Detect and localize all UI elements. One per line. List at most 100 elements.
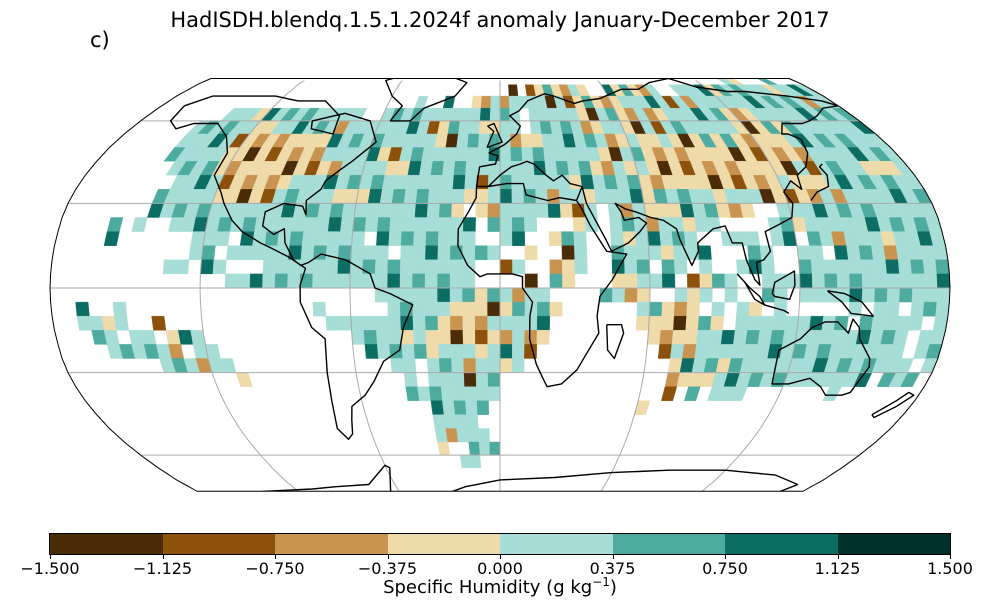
- colorbar-tick-mark: [837, 554, 839, 559]
- graticule-meridian: [695, 80, 801, 492]
- grid-cell: [112, 301, 127, 317]
- grid-cell: [871, 245, 886, 260]
- grid-cell: [796, 316, 812, 331]
- grid-cell: [324, 273, 338, 289]
- grid-cell: [910, 259, 925, 275]
- grid-cell: [547, 203, 562, 218]
- coastline: [486, 122, 503, 149]
- grid-cell: [200, 259, 215, 275]
- grid-cell: [535, 189, 549, 204]
- grid-cell: [443, 147, 457, 162]
- grid-cell: [89, 316, 105, 331]
- grid-cell: [324, 259, 339, 275]
- grid-cell: [874, 287, 888, 303]
- grid-cell: [351, 330, 366, 345]
- grid-cell: [367, 189, 383, 204]
- grid-cell: [759, 245, 774, 260]
- grid-cell: [399, 273, 413, 289]
- grid-cell: [487, 217, 501, 232]
- grid-cell: [462, 245, 476, 260]
- colorbar-segment: [612, 534, 725, 554]
- grid-cell: [636, 259, 651, 275]
- grid-cell: [532, 147, 546, 162]
- grid-cell: [362, 259, 376, 275]
- grid-cell: [426, 217, 440, 232]
- grid-cell: [899, 273, 913, 289]
- grid-cell: [824, 273, 838, 289]
- grid-cell: [350, 316, 365, 331]
- grid-cell: [224, 273, 239, 289]
- graticule: [50, 80, 950, 492]
- anomaly-grid-cells: [75, 78, 950, 468]
- grid-cell: [810, 259, 825, 275]
- grid-cell: [490, 95, 501, 109]
- grid-cell: [624, 259, 638, 275]
- grid-cell: [871, 316, 886, 331]
- grid-cell: [811, 273, 826, 289]
- grid-cell: [326, 231, 341, 246]
- grid-cell: [463, 358, 477, 373]
- grid-cell: [480, 95, 492, 109]
- grid-cell: [623, 245, 638, 260]
- coastline: [457, 182, 628, 388]
- grid-cell: [660, 245, 675, 260]
- grid-cell: [659, 231, 674, 246]
- graticule-meridian: [199, 80, 305, 492]
- colorbar-tick-label: 0.750: [702, 559, 748, 578]
- grid-cell: [535, 203, 549, 218]
- coastline: [487, 160, 583, 201]
- grid-cell: [885, 259, 900, 275]
- grid-cell: [686, 273, 701, 289]
- grid-cell: [510, 133, 522, 148]
- grid-cell: [445, 428, 459, 443]
- grid-cell: [412, 245, 427, 260]
- grid-cell: [454, 147, 468, 162]
- grid-cell: [649, 301, 663, 317]
- grid-cell: [312, 259, 327, 275]
- grid-cell: [745, 231, 761, 246]
- grid-cell: [249, 273, 264, 289]
- grid-cell: [262, 273, 276, 289]
- grid-cell: [468, 120, 481, 135]
- graticule-meridian: [349, 80, 403, 492]
- grid-cell: [489, 441, 501, 456]
- grid-cell: [562, 273, 576, 289]
- grid-cell: [352, 217, 367, 232]
- panel-label: c): [90, 28, 110, 52]
- grid-cell: [661, 301, 676, 317]
- grid-cell: [374, 259, 389, 275]
- grid-cell: [412, 301, 426, 317]
- colorbar-tick-mark: [387, 554, 389, 559]
- grid-cell: [711, 301, 725, 317]
- grid-cell: [936, 287, 950, 303]
- grid-cell: [748, 78, 778, 85]
- grid-cell: [524, 316, 538, 331]
- grid-cell: [449, 273, 463, 289]
- grid-cell: [660, 316, 675, 331]
- grid-cell: [447, 120, 461, 135]
- grid-cell: [175, 259, 190, 275]
- grid-cell: [573, 231, 587, 246]
- grid-cell: [417, 174, 432, 190]
- grid-cell: [151, 316, 167, 331]
- grid-cell: [300, 245, 315, 260]
- grid-cell: [162, 259, 177, 275]
- grid-cell: [337, 316, 352, 331]
- colorbar-segment: [500, 534, 613, 554]
- colorbar-tick-mark: [162, 554, 164, 559]
- grid-cell: [475, 330, 488, 345]
- grid-cell: [718, 344, 734, 359]
- grid-cell: [745, 330, 761, 345]
- grid-cell: [262, 259, 277, 275]
- grid-cell: [510, 147, 523, 162]
- coastline: [764, 304, 790, 315]
- grid-cell: [379, 189, 395, 204]
- grid-cell: [724, 287, 738, 303]
- grid-cell: [235, 372, 253, 387]
- grid-cell: [437, 441, 451, 456]
- grid-cell: [512, 259, 526, 275]
- grid-cell: [464, 174, 478, 190]
- grid-cell: [412, 287, 426, 303]
- grid-cell: [337, 273, 351, 289]
- colorbar-tick-label: −0.750: [245, 559, 305, 578]
